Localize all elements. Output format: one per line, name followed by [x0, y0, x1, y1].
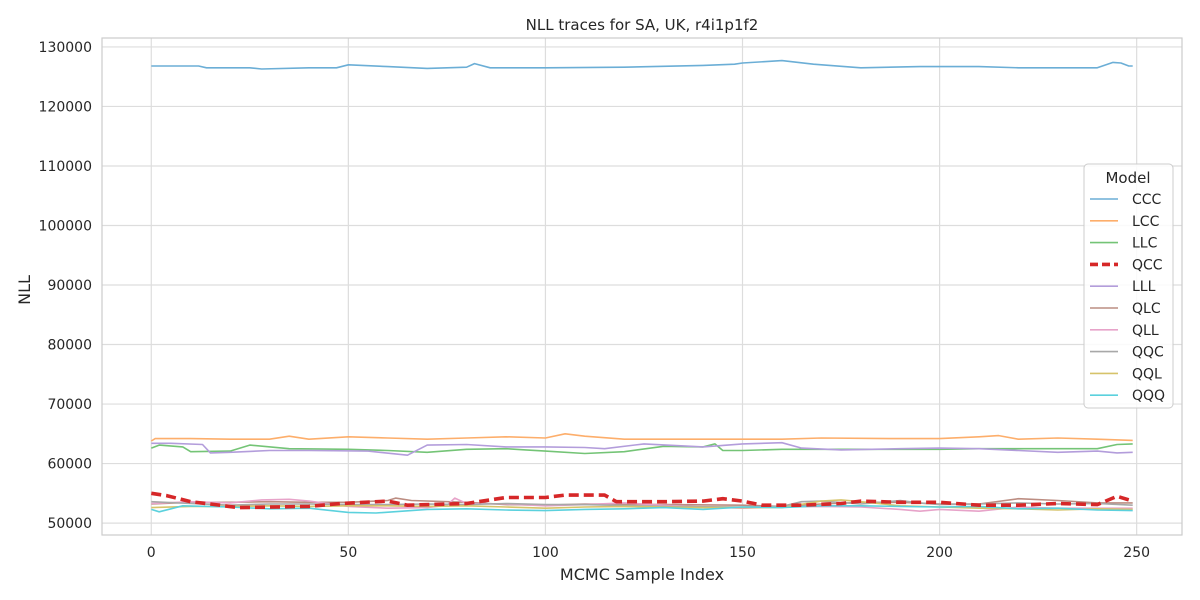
y-tick-label: 50000	[47, 516, 92, 532]
x-tick-label: 150	[729, 545, 756, 561]
series-line-qcc	[151, 491, 1134, 510]
legend-label-qql: QQL	[1132, 366, 1162, 382]
series-line-qll	[151, 497, 1133, 513]
legend-label-lcc: LCC	[1132, 214, 1160, 230]
legend-title: Model	[1105, 169, 1150, 187]
y-tick-label: 130000	[39, 40, 92, 56]
y-axis-label: NLL	[15, 275, 34, 305]
legend: Model CCC LCC LLC QCC LLL QLC QLL QQC QQL QQQ	[1083, 163, 1174, 409]
legend-label-qlc: QLC	[1132, 301, 1161, 317]
x-tick-label: 50	[339, 545, 357, 561]
legend-label-qqq: QQQ	[1132, 388, 1165, 404]
legend-items: CCC LCC LLC QCC LLL QLC QLL QQC QQL QQQ	[1090, 192, 1165, 404]
y-tick-label: 120000	[39, 99, 92, 115]
x-tick-label: 250	[1123, 545, 1150, 561]
series-line-lll	[151, 441, 1133, 457]
y-tick-label: 90000	[47, 278, 92, 294]
chart-title: NLL traces for SA, UK, r4i1p1f2	[526, 16, 759, 34]
x-tick-label: 100	[532, 545, 559, 561]
series-lines	[150, 59, 1134, 514]
series-line-lcc	[150, 432, 1133, 442]
y-tick-label: 60000	[47, 457, 92, 473]
legend-label-qll: QLL	[1132, 323, 1159, 339]
legend-label-qqc: QQC	[1132, 345, 1164, 361]
x-tick-label: 0	[147, 545, 156, 561]
legend-label-qcc: QCC	[1132, 257, 1163, 273]
tick-labels: 0 50 100 150 200 250 50000 60000 70000 80000 90000…	[39, 40, 1150, 561]
legend-box	[1083, 163, 1174, 409]
x-tick-label: 200	[926, 545, 953, 561]
y-tick-label: 70000	[47, 397, 92, 413]
plot-frame	[101, 37, 1183, 536]
x-axis-label: MCMC Sample Index	[560, 565, 724, 584]
legend-label-lll: LLL	[1132, 279, 1156, 295]
legend-label-ccc: CCC	[1132, 192, 1162, 208]
legend-label-llc: LLC	[1132, 236, 1158, 252]
y-tick-label: 80000	[47, 338, 92, 354]
series-line-ccc	[151, 59, 1133, 70]
y-tick-label: 100000	[39, 218, 92, 234]
y-tick-label: 110000	[39, 159, 92, 175]
